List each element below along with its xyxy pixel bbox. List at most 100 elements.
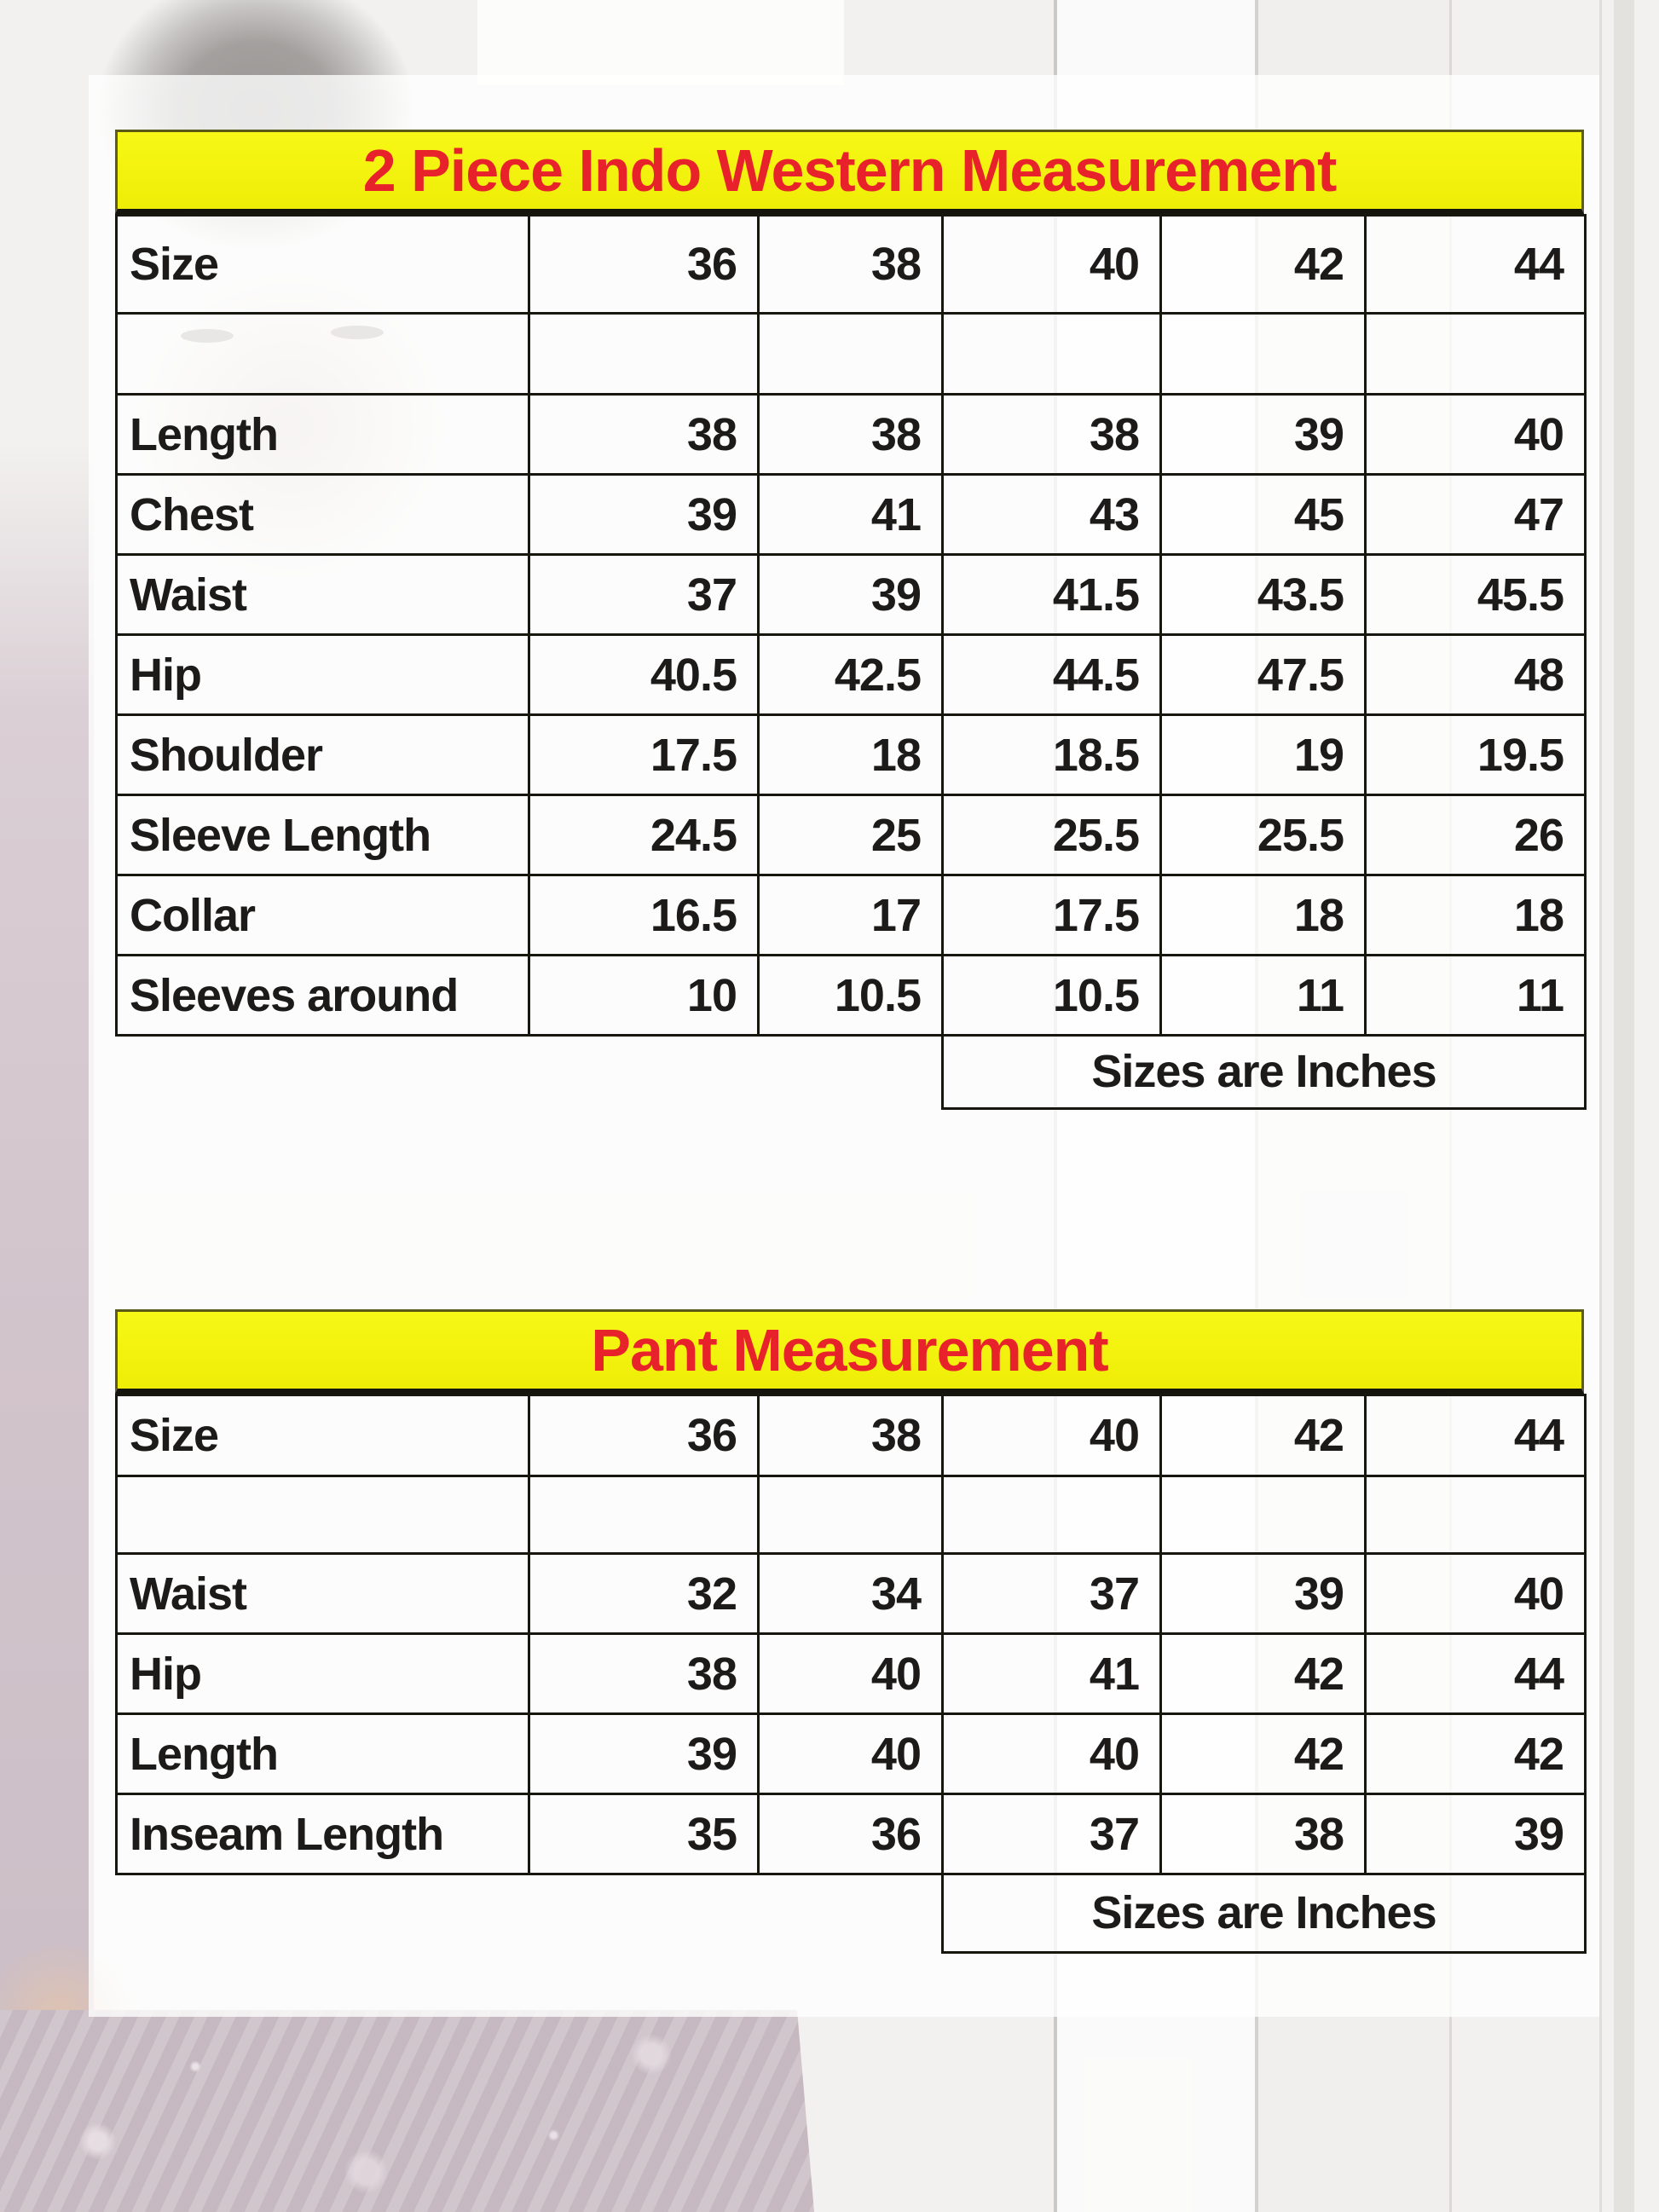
blank-cell	[1364, 1475, 1587, 1555]
value-cell: 38	[757, 393, 944, 476]
blank-cell	[1159, 312, 1367, 396]
value-cell: 37	[941, 1552, 1162, 1635]
value-cell: 47	[1364, 473, 1587, 556]
row-label-cell: Waist	[115, 553, 530, 636]
footnote-spacer-cell	[117, 1036, 943, 1109]
blank-cell	[528, 1475, 760, 1555]
row-label-cell: Chest	[115, 473, 530, 556]
measurement-row: Hip 38 40 41 42 44	[115, 1632, 1587, 1715]
value-cell: 18	[1364, 874, 1587, 956]
measurement-row: Length 39 40 40 42 42	[115, 1712, 1587, 1795]
row-label-cell: Sleeve Length	[115, 794, 530, 876]
value-cell: 44.5	[941, 633, 1162, 716]
footnote-row: Sizes are Inches	[117, 1034, 1587, 1110]
value-cell: 41	[757, 473, 944, 556]
value-cell: 43	[941, 473, 1162, 556]
value-cell: 16.5	[528, 874, 760, 956]
size-label-cell: Size	[115, 214, 530, 315]
measurement-row: Waist 37 39 41.5 43.5 45.5	[115, 553, 1587, 636]
value-cell: 38	[528, 393, 760, 476]
value-cell: 25	[757, 794, 944, 876]
blank-cell	[115, 1475, 530, 1555]
measurement-grid: Size 36 38 40 42 44 Length 38 38 38 39 40 Chest 39 41 4…	[115, 214, 1587, 1110]
row-label-cell: Hip	[115, 633, 530, 716]
value-cell: 41.5	[941, 553, 1162, 636]
size-value-cell: 40	[941, 214, 1162, 315]
value-cell: 42.5	[757, 633, 944, 716]
value-cell: 39	[1159, 1552, 1367, 1635]
measurement-grid: Size 36 38 40 42 44 Waist 32 34 37 39 40 Hip 38 40 41 42…	[115, 1394, 1587, 1954]
value-cell: 11	[1364, 954, 1587, 1037]
sizes-are-inches-note: Sizes are Inches	[941, 1034, 1587, 1110]
value-cell: 25.5	[1159, 794, 1367, 876]
size-value-cell: 38	[757, 1394, 944, 1477]
table-title-bar: Pant Measurement	[115, 1309, 1584, 1394]
row-label-cell: Length	[115, 1712, 530, 1795]
blank-cell	[941, 312, 1162, 396]
value-cell: 38	[941, 393, 1162, 476]
value-cell: 39	[528, 1712, 760, 1795]
value-cell: 11	[1159, 954, 1367, 1037]
value-cell: 10	[528, 954, 760, 1037]
row-label-cell: Waist	[115, 1552, 530, 1635]
spacer-row	[115, 312, 1587, 396]
embroidered-garment	[0, 2010, 814, 2212]
measurement-row: Shoulder 17.5 18 18.5 19 19.5	[115, 713, 1587, 796]
value-cell: 36	[757, 1793, 944, 1875]
model-sleeve-silhouette	[0, 443, 94, 2212]
value-cell: 47.5	[1159, 633, 1367, 716]
row-label-cell: Length	[115, 393, 530, 476]
value-cell: 41	[941, 1632, 1162, 1715]
value-cell: 24.5	[528, 794, 760, 876]
value-cell: 45	[1159, 473, 1367, 556]
value-cell: 39	[528, 473, 760, 556]
spacer-row	[115, 1475, 1587, 1555]
blank-cell	[757, 1475, 944, 1555]
sizes-are-inches-note: Sizes are Inches	[941, 1873, 1587, 1954]
size-header-row: Size 36 38 40 42 44	[115, 1394, 1587, 1477]
value-cell: 37	[528, 553, 760, 636]
value-cell: 40	[757, 1632, 944, 1715]
footnote-row: Sizes are Inches	[117, 1873, 1587, 1954]
value-cell: 18	[757, 713, 944, 796]
value-cell: 17.5	[941, 874, 1162, 956]
measurement-row: Hip 40.5 42.5 44.5 47.5 48	[115, 633, 1587, 716]
value-cell: 43.5	[1159, 553, 1367, 636]
row-label-cell: Collar	[115, 874, 530, 956]
measurement-row: Sleeve Length 24.5 25 25.5 25.5 26	[115, 794, 1587, 876]
size-value-cell: 42	[1159, 214, 1367, 315]
size-value-cell: 38	[757, 214, 944, 315]
size-value-cell: 44	[1364, 1394, 1587, 1477]
value-cell: 17	[757, 874, 944, 956]
blank-cell	[941, 1475, 1162, 1555]
value-cell: 42	[1364, 1712, 1587, 1795]
value-cell: 42	[1159, 1632, 1367, 1715]
measurement-row: Chest 39 41 43 45 47	[115, 473, 1587, 556]
value-cell: 34	[757, 1552, 944, 1635]
value-cell: 38	[528, 1632, 760, 1715]
value-cell: 40	[757, 1712, 944, 1795]
value-cell: 17.5	[528, 713, 760, 796]
table-title-bar: 2 Piece Indo Western Measurement	[115, 130, 1584, 214]
wall-edge-stripe	[1614, 0, 1634, 2212]
value-cell: 25.5	[941, 794, 1162, 876]
blank-cell	[115, 312, 530, 396]
size-label-cell: Size	[115, 1394, 530, 1477]
value-cell: 39	[1364, 1793, 1587, 1875]
value-cell: 44	[1364, 1632, 1587, 1715]
size-value-cell: 42	[1159, 1394, 1367, 1477]
value-cell: 40	[1364, 1552, 1587, 1635]
value-cell: 40	[1364, 393, 1587, 476]
value-cell: 19	[1159, 713, 1367, 796]
measurement-row: Length 38 38 38 39 40	[115, 393, 1587, 476]
row-label-cell: Sleeves around	[115, 954, 530, 1037]
pant-size-table: Pant Measurement Size 36 38 40 42 44 Waist 32 34…	[115, 1309, 1587, 1954]
measurement-row: Inseam Length 35 36 37 38 39	[115, 1793, 1587, 1875]
indo-western-size-table: 2 Piece Indo Western Measurement Size 36 3…	[115, 130, 1587, 1110]
value-cell: 32	[528, 1552, 760, 1635]
value-cell: 42	[1159, 1712, 1367, 1795]
size-header-row: Size 36 38 40 42 44	[115, 214, 1587, 315]
measurement-row: Sleeves around 10 10.5 10.5 11 11	[115, 954, 1587, 1037]
value-cell: 45.5	[1364, 553, 1587, 636]
